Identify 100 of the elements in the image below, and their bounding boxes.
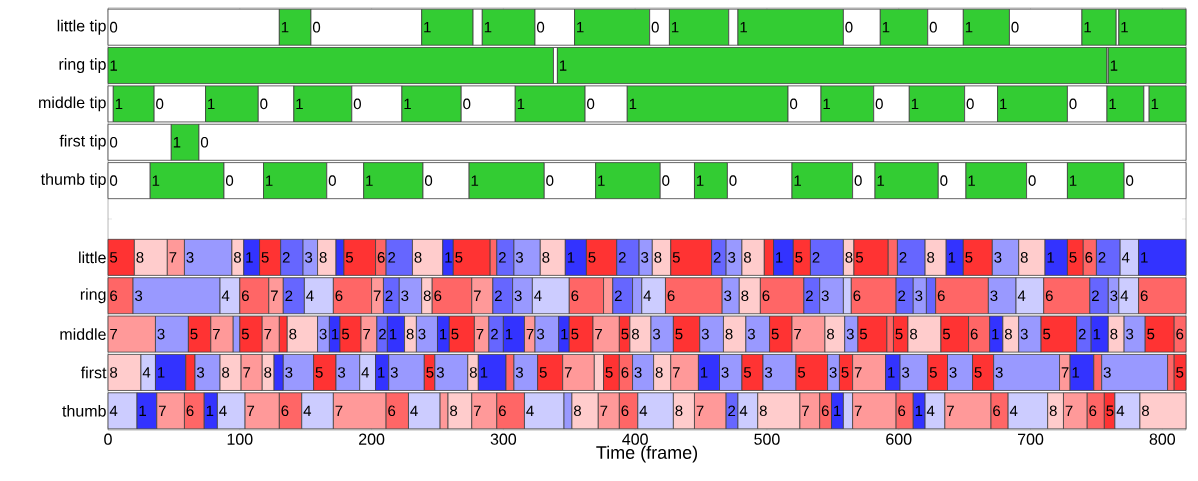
annotation: 5 xyxy=(675,328,683,340)
annotation: 3 xyxy=(1110,290,1118,302)
annotation: 1 xyxy=(110,60,118,71)
annotation: 5 xyxy=(110,252,118,263)
annotation: 0 xyxy=(966,98,974,110)
annotation: 3 xyxy=(186,252,194,263)
annotation: 1 xyxy=(517,98,525,110)
annotation: 1 xyxy=(1047,252,1055,263)
annotation: 3 xyxy=(902,367,910,378)
annotation: 3 xyxy=(337,367,346,378)
annotation: 3 xyxy=(994,252,1002,263)
annotation: 1 xyxy=(505,328,513,340)
annotation: 6 xyxy=(970,328,978,340)
annotation: 4 xyxy=(1116,405,1125,416)
annotation: 0 xyxy=(156,98,164,110)
annotation: 5 xyxy=(797,367,806,378)
annotation: 5 xyxy=(345,252,354,263)
annotation: 0 xyxy=(940,175,948,186)
annotation: 2 xyxy=(498,252,506,263)
y-tick-label: ring xyxy=(80,288,106,304)
annotation: 5 xyxy=(855,252,864,263)
annotation: 3 xyxy=(135,290,143,302)
annotation: 6 xyxy=(621,405,629,417)
annotation: 1 xyxy=(965,22,973,33)
annotation: 1 xyxy=(115,98,123,110)
annotation: 5 xyxy=(929,367,937,378)
annotation: 1 xyxy=(915,405,923,416)
annotation: 8 xyxy=(1049,405,1057,417)
y-tick-label: thumb xyxy=(62,404,106,417)
annotation: 3 xyxy=(418,328,426,340)
annotation: 6 xyxy=(762,290,770,302)
annotation: 8 xyxy=(264,367,272,378)
annotation: 1 xyxy=(266,175,273,186)
annotation: 3 xyxy=(915,290,923,302)
annotation: 1 xyxy=(173,137,181,148)
annotation: 6 xyxy=(993,405,1001,417)
annotation: 1 xyxy=(567,252,575,263)
annotation: 0 xyxy=(225,175,234,186)
annotation: 3 xyxy=(536,328,545,340)
annotation: 2 xyxy=(491,328,498,340)
annotation: 0 xyxy=(1069,98,1077,110)
annotation: 5 xyxy=(241,328,249,340)
annotation: 6 xyxy=(571,290,579,302)
annotation: 3 xyxy=(436,367,444,378)
annotation: 5 xyxy=(455,252,463,263)
annotation: 5 xyxy=(315,367,323,378)
annotation: 7 xyxy=(564,367,572,378)
annotation: 7 xyxy=(243,367,251,378)
annotation: 1 xyxy=(158,367,165,378)
annotation: 7 xyxy=(476,328,484,340)
annotation: 1 xyxy=(1151,98,1159,110)
annotation: 6 xyxy=(498,405,506,417)
annotation: 0 xyxy=(929,21,937,33)
annotation: 6 xyxy=(937,290,945,302)
annotation: 1 xyxy=(366,175,373,186)
y-tick-label: first tip xyxy=(59,134,106,150)
y-tick-label: little tip xyxy=(57,19,106,35)
annotation: 1 xyxy=(559,60,567,71)
annotation: 5 xyxy=(859,328,868,340)
annotation: 1 xyxy=(992,328,999,340)
annotation: 1 xyxy=(911,98,919,110)
annotation: 5 xyxy=(672,252,680,263)
annotation: 5 xyxy=(965,252,973,263)
annotation: 6 xyxy=(1176,328,1184,340)
annotation: 7 xyxy=(158,405,166,416)
annotation: 8 xyxy=(759,405,767,417)
annotation: 1 xyxy=(968,175,975,186)
annotation: 4 xyxy=(142,367,151,378)
annotation: 8 xyxy=(450,405,458,417)
annotation: 3 xyxy=(728,252,736,263)
annotation: 3 xyxy=(196,367,205,378)
annotation: 1 xyxy=(561,328,568,340)
annotation: 7 xyxy=(696,405,704,416)
annotation: 7 xyxy=(169,252,177,263)
annotation: 6 xyxy=(281,405,289,417)
annotation: 3 xyxy=(390,367,398,378)
annotation: 7 xyxy=(247,405,255,416)
annotation: 7 xyxy=(363,328,371,340)
annotation: 4 xyxy=(739,405,748,416)
annotation: 3 xyxy=(319,328,327,340)
annotation: 6 xyxy=(1085,252,1093,263)
annotation: 7 xyxy=(110,328,118,340)
annotation: 1 xyxy=(740,22,747,33)
annotation: 1 xyxy=(1072,367,1080,378)
annotation: 1 xyxy=(484,22,492,33)
annotation: 8 xyxy=(631,328,639,340)
annotation: 0 xyxy=(546,175,554,186)
annotation: 3 xyxy=(515,367,524,378)
annotation: 7 xyxy=(802,405,809,416)
annotation: 6 xyxy=(667,290,675,302)
annotation: 8 xyxy=(542,252,550,263)
y-tick-label: ring tip xyxy=(59,58,106,73)
annotation: 8 xyxy=(319,252,327,263)
annotation: 8 xyxy=(222,367,230,378)
annotation: 1 xyxy=(1093,328,1101,340)
annotation: 3 xyxy=(949,367,957,378)
annotation: 4 xyxy=(109,405,118,416)
x-tick-label: 700 xyxy=(1018,433,1044,445)
annotation: 1 xyxy=(471,175,479,186)
annotation: 1 xyxy=(888,367,895,378)
